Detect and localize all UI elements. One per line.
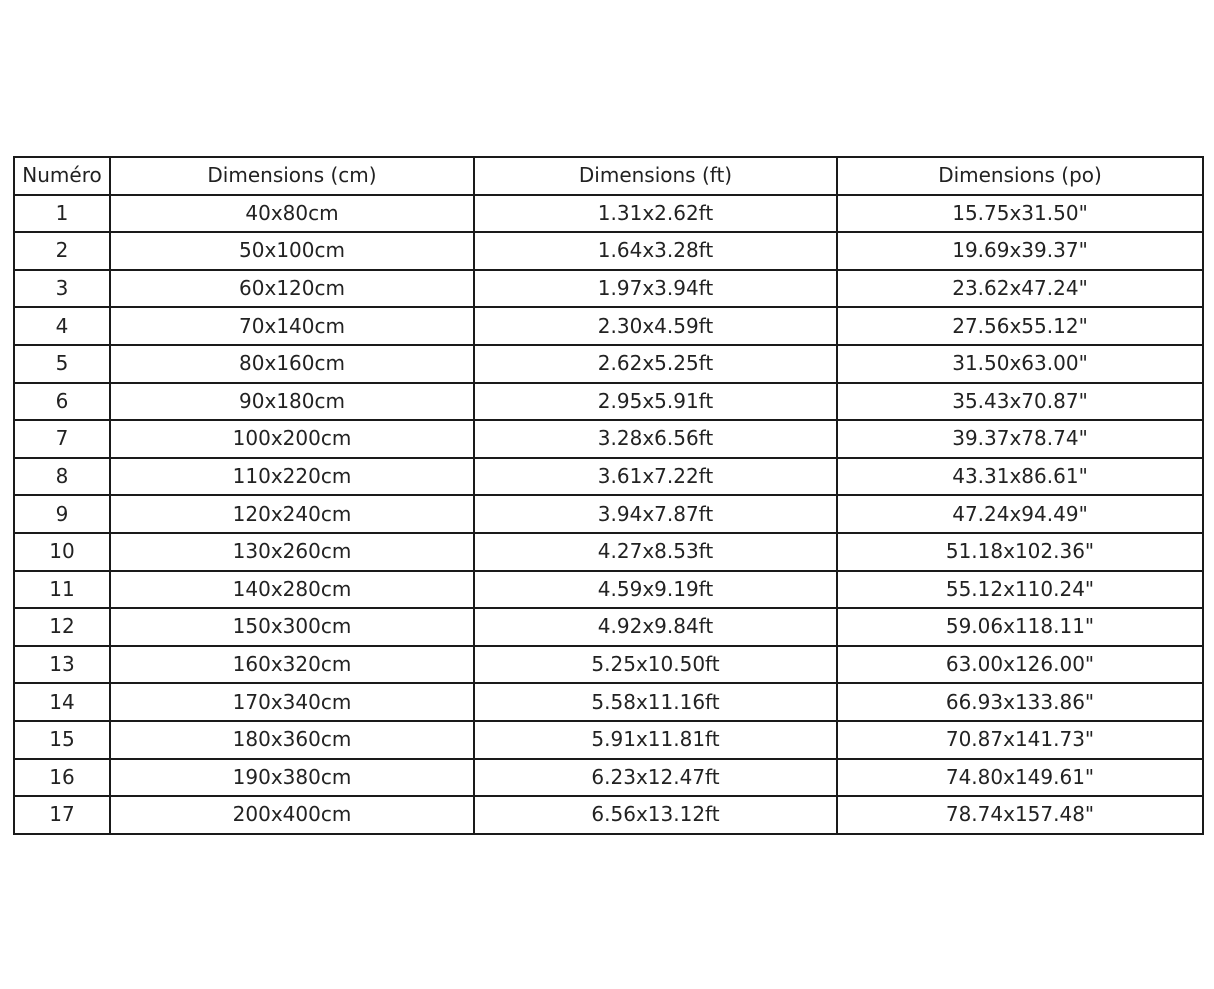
table-row: 2 50x100cm 1.64x3.28ft 19.69x39.37" — [13, 231, 1204, 271]
cell-po: 66.93x133.86" — [836, 682, 1204, 722]
table-row: 13 160x320cm 5.25x10.50ft 63.00x126.00" — [13, 644, 1204, 685]
cell-ft: 2.62x5.25ft — [473, 343, 838, 384]
column-header-dimensions-ft: Dimensions (ft) — [473, 156, 838, 196]
cell-cm: 140x280cm — [109, 569, 475, 610]
cell-numero: 4 — [13, 306, 111, 346]
cell-ft: 3.94x7.87ft — [473, 494, 838, 534]
cell-ft: 1.97x3.94ft — [473, 268, 838, 309]
cell-cm: 60x120cm — [109, 268, 475, 309]
cell-cm: 130x260cm — [109, 531, 475, 572]
cell-ft: 1.64x3.28ft — [473, 231, 838, 271]
cell-ft: 2.95x5.91ft — [473, 381, 838, 422]
cell-po: 39.37x78.74" — [836, 419, 1204, 459]
cell-po: 27.56x55.12" — [836, 306, 1204, 346]
column-header-numero: Numéro — [13, 156, 111, 196]
cell-ft: 6.56x13.12ft — [473, 795, 838, 835]
cell-numero: 1 — [13, 193, 111, 234]
cell-po: 59.06x118.11" — [836, 607, 1204, 647]
table-row: 10 130x260cm 4.27x8.53ft 51.18x102.36" — [13, 531, 1204, 572]
cell-cm: 50x100cm — [109, 231, 475, 271]
table-header-row: Numéro Dimensions (cm) Dimensions (ft) D… — [13, 156, 1204, 196]
table-row: 8 110x220cm 3.61x7.22ft 43.31x86.61" — [13, 456, 1204, 497]
cell-numero: 15 — [13, 719, 111, 760]
cell-po: 23.62x47.24" — [836, 268, 1204, 309]
cell-ft: 4.92x9.84ft — [473, 607, 838, 647]
table-row: 1 40x80cm 1.31x2.62ft 15.75x31.50" — [13, 193, 1204, 234]
cell-cm: 190x380cm — [109, 757, 475, 798]
cell-po: 43.31x86.61" — [836, 456, 1204, 497]
cell-cm: 100x200cm — [109, 419, 475, 459]
size-conversion-table-container: Numéro Dimensions (cm) Dimensions (ft) D… — [13, 156, 1204, 835]
cell-numero: 10 — [13, 531, 111, 572]
table-row: 7 100x200cm 3.28x6.56ft 39.37x78.74" — [13, 419, 1204, 459]
cell-numero: 9 — [13, 494, 111, 534]
cell-ft: 1.31x2.62ft — [473, 193, 838, 234]
cell-numero: 7 — [13, 419, 111, 459]
cell-ft: 5.91x11.81ft — [473, 719, 838, 760]
cell-cm: 160x320cm — [109, 644, 475, 685]
table-row: 17 200x400cm 6.56x13.12ft 78.74x157.48" — [13, 795, 1204, 835]
cell-cm: 70x140cm — [109, 306, 475, 346]
cell-po: 70.87x141.73" — [836, 719, 1204, 760]
table-body: 1 40x80cm 1.31x2.62ft 15.75x31.50" 2 50x100cm… — [13, 193, 1204, 835]
table-row: 6 90x180cm 2.95x5.91ft 35.43x70.87" — [13, 381, 1204, 422]
cell-numero: 11 — [13, 569, 111, 610]
cell-ft: 3.61x7.22ft — [473, 456, 838, 497]
cell-ft: 4.27x8.53ft — [473, 531, 838, 572]
column-header-dimensions-cm: Dimensions (cm) — [109, 156, 475, 196]
table-row: 4 70x140cm 2.30x4.59ft 27.56x55.12" — [13, 306, 1204, 346]
cell-cm: 90x180cm — [109, 381, 475, 422]
cell-po: 74.80x149.61" — [836, 757, 1204, 798]
cell-po: 31.50x63.00" — [836, 343, 1204, 384]
table-row: 11 140x280cm 4.59x9.19ft 55.12x110.24" — [13, 569, 1204, 610]
cell-numero: 6 — [13, 381, 111, 422]
cell-ft: 5.58x11.16ft — [473, 682, 838, 722]
cell-cm: 120x240cm — [109, 494, 475, 534]
column-header-dimensions-po: Dimensions (po) — [836, 156, 1204, 196]
cell-po: 35.43x70.87" — [836, 381, 1204, 422]
cell-cm: 170x340cm — [109, 682, 475, 722]
cell-cm: 40x80cm — [109, 193, 475, 234]
cell-cm: 110x220cm — [109, 456, 475, 497]
cell-po: 15.75x31.50" — [836, 193, 1204, 234]
cell-numero: 16 — [13, 757, 111, 798]
table-row: 5 80x160cm 2.62x5.25ft 31.50x63.00" — [13, 343, 1204, 384]
table-header: Numéro Dimensions (cm) Dimensions (ft) D… — [13, 156, 1204, 196]
cell-ft: 2.30x4.59ft — [473, 306, 838, 346]
cell-numero: 5 — [13, 343, 111, 384]
cell-numero: 13 — [13, 644, 111, 685]
cell-po: 47.24x94.49" — [836, 494, 1204, 534]
cell-po: 63.00x126.00" — [836, 644, 1204, 685]
cell-numero: 14 — [13, 682, 111, 722]
cell-cm: 150x300cm — [109, 607, 475, 647]
cell-ft: 6.23x12.47ft — [473, 757, 838, 798]
cell-po: 51.18x102.36" — [836, 531, 1204, 572]
table-row: 15 180x360cm 5.91x11.81ft 70.87x141.73" — [13, 719, 1204, 760]
cell-numero: 2 — [13, 231, 111, 271]
cell-po: 55.12x110.24" — [836, 569, 1204, 610]
cell-cm: 180x360cm — [109, 719, 475, 760]
cell-numero: 3 — [13, 268, 111, 309]
table-row: 14 170x340cm 5.58x11.16ft 66.93x133.86" — [13, 682, 1204, 722]
cell-cm: 80x160cm — [109, 343, 475, 384]
cell-po: 78.74x157.48" — [836, 795, 1204, 835]
cell-numero: 12 — [13, 607, 111, 647]
cell-cm: 200x400cm — [109, 795, 475, 835]
cell-ft: 5.25x10.50ft — [473, 644, 838, 685]
cell-po: 19.69x39.37" — [836, 231, 1204, 271]
cell-ft: 4.59x9.19ft — [473, 569, 838, 610]
size-conversion-table: Numéro Dimensions (cm) Dimensions (ft) D… — [13, 156, 1204, 835]
table-row: 12 150x300cm 4.92x9.84ft 59.06x118.11" — [13, 607, 1204, 647]
cell-ft: 3.28x6.56ft — [473, 419, 838, 459]
table-row: 16 190x380cm 6.23x12.47ft 74.80x149.61" — [13, 757, 1204, 798]
cell-numero: 8 — [13, 456, 111, 497]
cell-numero: 17 — [13, 795, 111, 835]
table-row: 3 60x120cm 1.97x3.94ft 23.62x47.24" — [13, 268, 1204, 309]
table-row: 9 120x240cm 3.94x7.87ft 47.24x94.49" — [13, 494, 1204, 534]
